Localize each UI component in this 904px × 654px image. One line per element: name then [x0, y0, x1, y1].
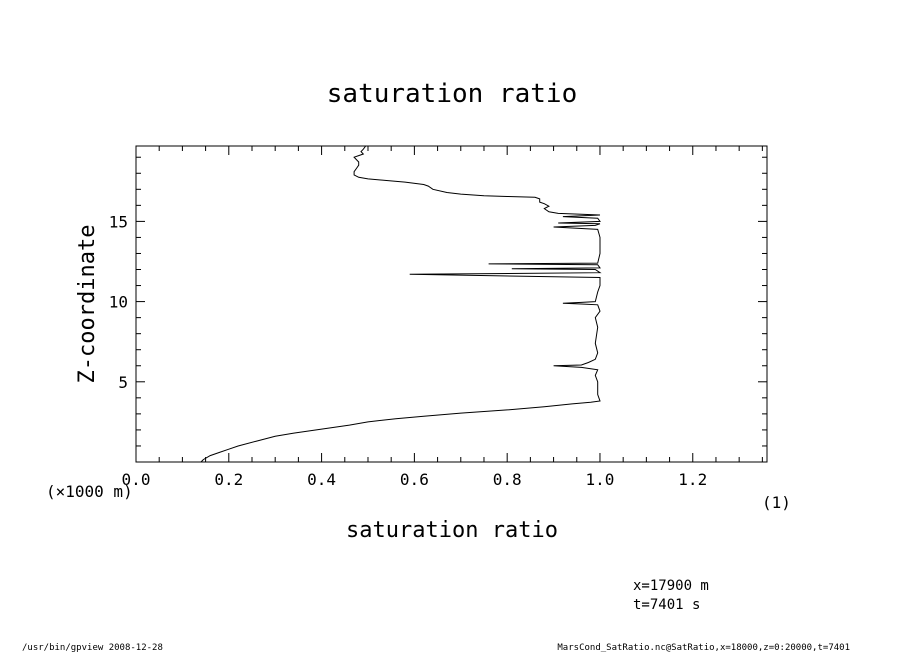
x-tick-label: 0.2 — [214, 470, 243, 489]
y-tick-label: 10 — [109, 293, 128, 312]
y-tick-label: 15 — [109, 212, 128, 231]
x-tick-label: 0.4 — [307, 470, 336, 489]
x-unit-label: (1) — [762, 493, 791, 512]
footer-left: /usr/bin/gpview 2008-12-28 — [22, 643, 163, 653]
y-tick-label: 5 — [118, 373, 128, 392]
x-axis: 0.0 0.2 0.4 0.6 0.8 1.0 1.2 — [122, 146, 763, 489]
y-axis: 5 10 15 — [109, 156, 767, 447]
position-annotation: x=17900 m — [633, 578, 709, 594]
x-tick-label: 1.2 — [678, 470, 707, 489]
series-line — [200, 145, 602, 463]
x-tick-label: 0.8 — [493, 470, 522, 489]
y-axis-label: Z-coordinate — [75, 225, 100, 384]
plot-frame — [135, 145, 768, 463]
time-annotation: t=7401 s — [633, 597, 700, 613]
chart-title: saturation ratio — [327, 79, 577, 109]
x-tick-label: 0.0 — [122, 470, 151, 489]
x-axis-label: saturation ratio — [346, 518, 558, 543]
y-unit-label: (×1000 m) — [46, 482, 133, 501]
x-tick-label: 1.0 — [586, 470, 615, 489]
x-tick-label: 0.6 — [400, 470, 429, 489]
footer-right: MarsCond_SatRatio.nc@SatRatio,x=18000,z=… — [557, 643, 850, 653]
